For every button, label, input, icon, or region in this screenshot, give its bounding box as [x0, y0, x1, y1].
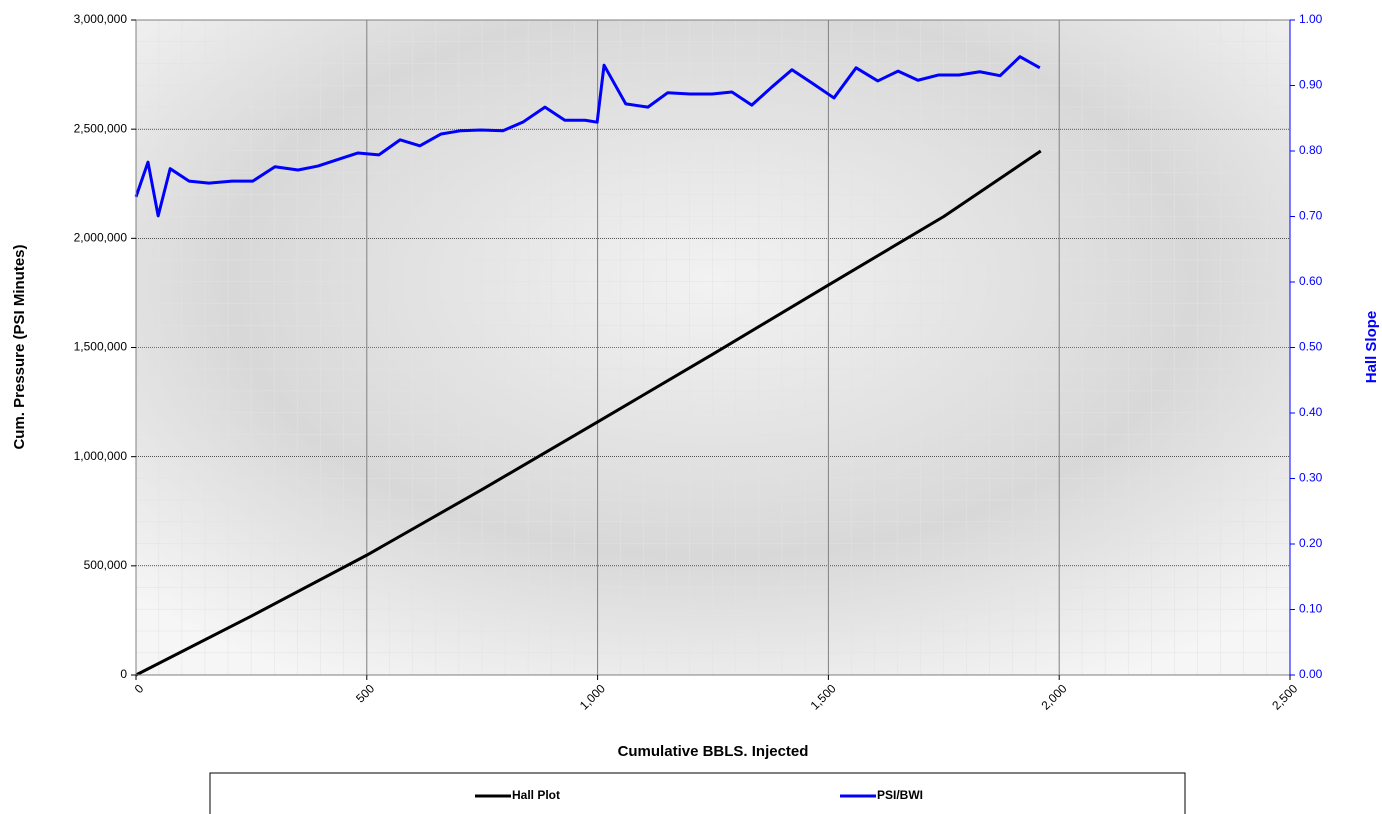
y2-tick-label: 1.00	[1299, 12, 1323, 26]
x-tick-label: 0	[132, 681, 147, 696]
y2-tick-label: 0.20	[1299, 536, 1323, 550]
legend-box	[210, 773, 1185, 814]
y2-tick-label: 0.70	[1299, 209, 1323, 223]
x-tick-label: 1,500	[808, 681, 839, 712]
x-axis-title: Cumulative BBLS. Injected	[618, 743, 809, 760]
y2-tick-label: 0.00	[1299, 667, 1323, 681]
y2-tick-label: 0.50	[1299, 340, 1323, 354]
legend-label: Hall Plot	[512, 788, 560, 802]
chart: Cumulative BBLS. Injected Cum. Pressure …	[0, 0, 1382, 814]
legend-label: PSI/BWI	[877, 788, 923, 802]
x-tick-label: 2,000	[1038, 681, 1069, 712]
y-tick-label: 2,000,000	[74, 231, 128, 245]
y2-tick-label: 0.10	[1299, 602, 1323, 616]
x-tick-label: 2,500	[1269, 681, 1300, 712]
y-tick-label: 500,000	[84, 558, 128, 572]
x-tick-label: 500	[353, 681, 377, 705]
y-tick-label: 1,000,000	[74, 449, 128, 463]
y2-tick-label: 0.90	[1299, 78, 1323, 92]
y-tick-label: 1,500,000	[74, 340, 128, 354]
y2-tick-label: 0.40	[1299, 405, 1323, 419]
y-tick-label: 3,000,000	[74, 12, 128, 26]
y2-tick-label: 0.80	[1299, 143, 1323, 157]
y-axis-title: Cum. Pressure (PSI Minutes)	[11, 244, 28, 449]
y-tick-label: 2,500,000	[74, 121, 128, 135]
y-tick-label: 0	[120, 667, 127, 681]
y2-axis-title: Hall Slope	[1363, 311, 1380, 384]
x-tick-label: 1,000	[577, 681, 608, 712]
y2-tick-label: 0.60	[1299, 274, 1323, 288]
y2-tick-label: 0.30	[1299, 471, 1323, 485]
